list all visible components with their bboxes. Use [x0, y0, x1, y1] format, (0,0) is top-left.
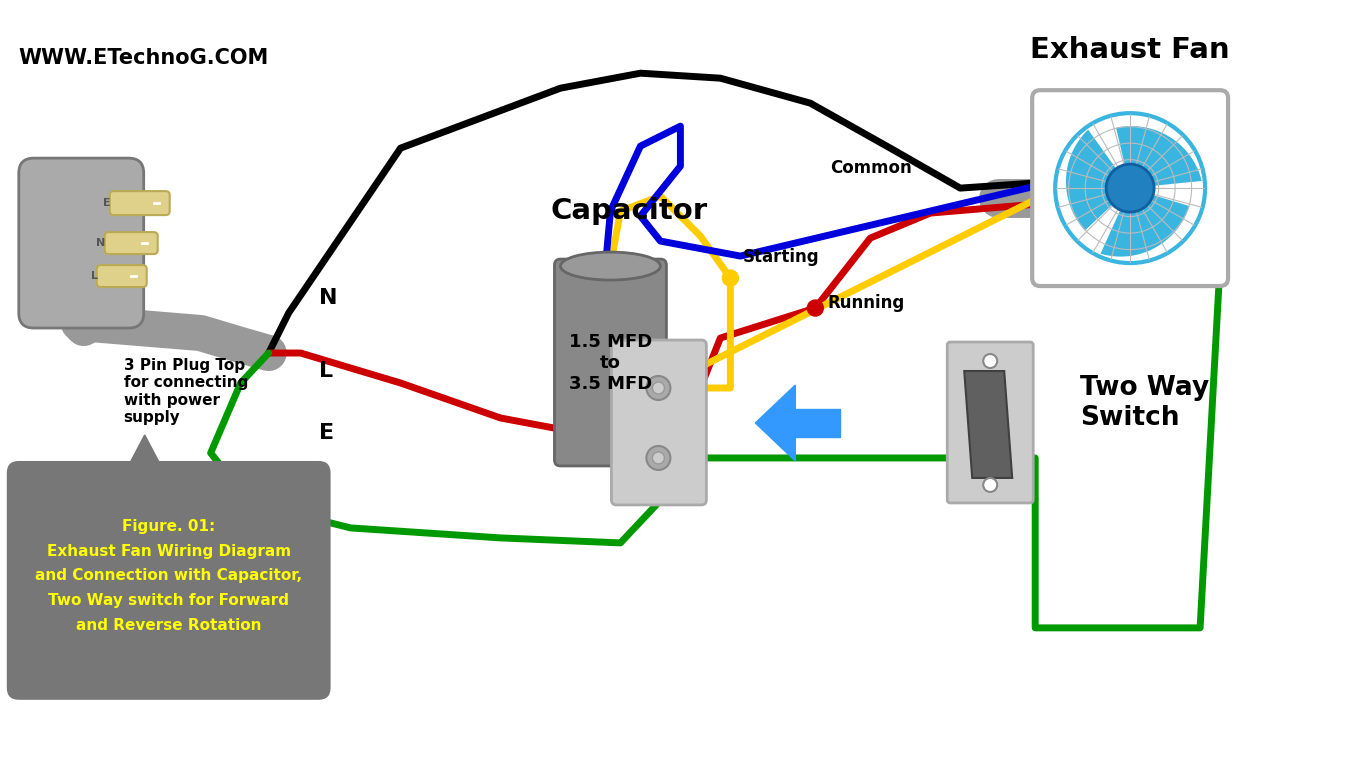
FancyBboxPatch shape	[1033, 90, 1228, 286]
Text: Figure. 01:
Exhaust Fan Wiring Diagram
and Connection with Capacitor,
Two Way sw: Figure. 01: Exhaust Fan Wiring Diagram a…	[36, 519, 302, 633]
Text: 3 Pin Plug Top
for connecting
with power
supply: 3 Pin Plug Top for connecting with power…	[124, 358, 249, 425]
Polygon shape	[1101, 194, 1190, 257]
Circle shape	[646, 376, 671, 400]
Text: Running: Running	[828, 294, 904, 312]
Polygon shape	[964, 371, 1012, 478]
Text: 1.5 MFD
to
3.5 MFD: 1.5 MFD to 3.5 MFD	[568, 333, 652, 392]
Text: Starting: Starting	[742, 248, 820, 266]
Circle shape	[984, 478, 997, 492]
Circle shape	[1055, 113, 1205, 263]
Text: E: E	[318, 423, 333, 443]
Text: Two Way
Switch: Two Way Switch	[1081, 375, 1209, 431]
Polygon shape	[1116, 126, 1202, 186]
Text: Exhaust Fan: Exhaust Fan	[1030, 36, 1229, 65]
Circle shape	[653, 382, 664, 394]
Text: L: L	[318, 361, 333, 381]
FancyBboxPatch shape	[105, 232, 157, 254]
FancyBboxPatch shape	[555, 259, 667, 466]
FancyBboxPatch shape	[97, 265, 146, 287]
FancyBboxPatch shape	[612, 340, 706, 505]
Text: N: N	[97, 238, 105, 248]
Circle shape	[723, 270, 739, 286]
Polygon shape	[1065, 130, 1117, 230]
FancyBboxPatch shape	[7, 461, 331, 700]
Text: Common: Common	[831, 159, 912, 177]
Circle shape	[646, 446, 671, 470]
Circle shape	[807, 300, 824, 316]
FancyBboxPatch shape	[19, 158, 143, 328]
Circle shape	[653, 452, 664, 464]
FancyBboxPatch shape	[109, 191, 169, 215]
Polygon shape	[755, 385, 795, 461]
Polygon shape	[124, 435, 165, 473]
Circle shape	[984, 354, 997, 368]
Text: Capacitor: Capacitor	[550, 197, 708, 225]
Text: N: N	[318, 288, 337, 308]
Ellipse shape	[560, 252, 660, 280]
Text: WWW.ETechnoG.COM: WWW.ETechnoG.COM	[19, 48, 269, 68]
FancyBboxPatch shape	[947, 342, 1033, 503]
Text: L: L	[90, 271, 98, 281]
Text: E: E	[102, 198, 111, 208]
Circle shape	[1106, 164, 1154, 212]
